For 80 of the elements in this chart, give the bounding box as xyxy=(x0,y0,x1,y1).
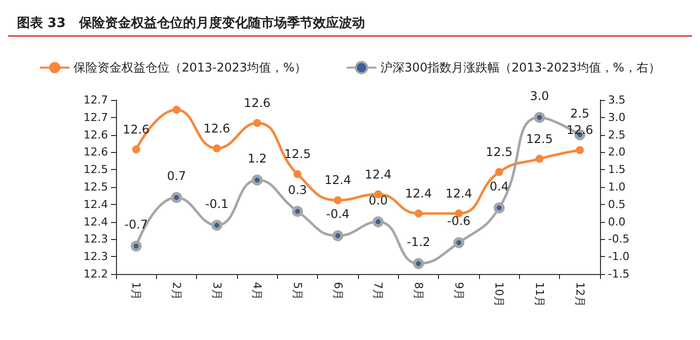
y-tick-label: 12.6 xyxy=(84,146,108,159)
y-tick-label: 12.3 xyxy=(84,250,108,264)
x-tick-label: 7月 xyxy=(372,282,385,300)
data-label: -0.4 xyxy=(326,207,350,222)
data-label: 12.6 xyxy=(244,96,271,110)
point xyxy=(372,216,384,228)
data-label: 12.5 xyxy=(284,147,311,162)
x-tick-label: 2月 xyxy=(170,282,183,300)
point xyxy=(453,237,464,248)
x-tick-label: 3月 xyxy=(210,282,224,300)
y2-tick-label: -1.5 xyxy=(608,268,630,280)
data-label: 12.4 xyxy=(445,186,472,200)
x-tick-label: 12月 xyxy=(573,282,586,307)
data-label: 0.3 xyxy=(288,182,308,197)
y-tick-label: 12.4 xyxy=(84,198,108,211)
point xyxy=(130,240,142,252)
y-tick-label: 12.2 xyxy=(84,268,108,280)
y-tick-label: 12.3 xyxy=(84,232,108,246)
data-label: 0.7 xyxy=(166,168,186,183)
point xyxy=(413,258,424,270)
y2-tick-label: 0.5 xyxy=(608,198,626,211)
point xyxy=(576,146,584,154)
x-tick-label: 8月 xyxy=(412,282,425,300)
x-tick-label: 4月 xyxy=(250,282,264,300)
x-tick-label: 11月 xyxy=(533,282,546,307)
point xyxy=(494,202,505,214)
x-tick-label: 5月 xyxy=(291,282,304,300)
point xyxy=(132,145,140,154)
data-label: 1.2 xyxy=(248,152,267,166)
data-label: 12.6 xyxy=(203,121,230,136)
data-label: -0.1 xyxy=(205,196,229,211)
point xyxy=(294,170,302,178)
point xyxy=(252,174,263,186)
point xyxy=(495,168,504,176)
point xyxy=(332,230,344,242)
x-tick-label: 10月 xyxy=(492,282,506,307)
data-label: 12.4 xyxy=(364,167,392,182)
point xyxy=(253,118,262,127)
data-label: 12.5 xyxy=(486,145,513,160)
data-label: 0.0 xyxy=(368,193,388,208)
y-tick-label: 12.6 xyxy=(84,128,108,142)
y-tick-label: 12.4 xyxy=(84,215,108,228)
data-label: -0.6 xyxy=(447,214,471,228)
data-label: -1.2 xyxy=(406,235,430,250)
legend-label: 保险资金权益仓位（2013-2023均值，%） xyxy=(74,60,307,75)
y2-tick-label: -0.5 xyxy=(608,232,630,246)
x-tick-label: 6月 xyxy=(331,282,344,300)
point xyxy=(414,209,422,218)
point xyxy=(536,154,544,163)
chart-title: 图表 33 保险资金权益仓位的月度变化随市场季节效应波动 xyxy=(17,15,366,31)
data-label: -0.7 xyxy=(124,218,148,232)
data-label: 2.5 xyxy=(570,106,590,120)
y-tick-label: 12.5 xyxy=(84,180,108,194)
data-label: 12.6 xyxy=(566,123,594,138)
data-label: 12.4 xyxy=(324,173,352,188)
y2-tick-label: 2.0 xyxy=(608,146,626,159)
y2-tick-label: 3.5 xyxy=(608,94,626,106)
data-label: 0.4 xyxy=(490,179,509,194)
y2-tick-label: 3.0 xyxy=(608,110,626,124)
legend-label: 沪深300指数月涨跌幅（2013-2023均值，%，右） xyxy=(380,60,660,75)
y2-tick-label: 1.5 xyxy=(608,163,626,176)
point xyxy=(334,196,342,204)
y2-tick-label: 0.0 xyxy=(608,215,626,228)
data-label: 12.5 xyxy=(526,132,553,146)
y-tick-label: 12.5 xyxy=(84,163,108,176)
y2-tick-label: 1.0 xyxy=(608,180,626,194)
y2-tick-label: -1.0 xyxy=(608,250,630,264)
data-label: 3.0 xyxy=(530,88,550,103)
point xyxy=(292,206,303,217)
point xyxy=(172,106,180,114)
x-tick-label: 9月 xyxy=(452,282,466,300)
x-tick-label: 1月 xyxy=(130,282,143,300)
data-label: 12.4 xyxy=(405,186,432,200)
y2-tick-label: 2.5 xyxy=(608,128,626,142)
point xyxy=(212,144,221,152)
point xyxy=(171,192,182,203)
y-tick-label: 12.7 xyxy=(84,110,108,124)
point xyxy=(211,220,222,231)
y-tick-label: 12.7 xyxy=(84,94,108,106)
point xyxy=(534,112,545,123)
